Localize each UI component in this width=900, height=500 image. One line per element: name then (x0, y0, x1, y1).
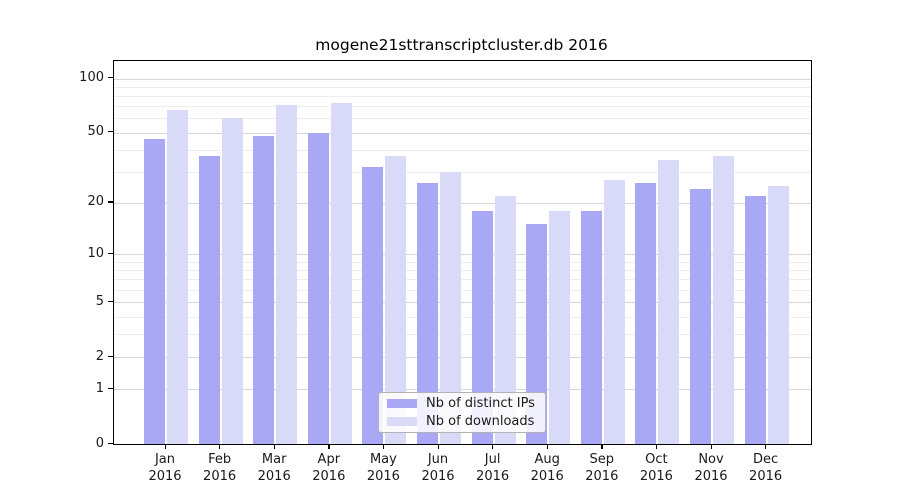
y-tick-mark-20 (108, 201, 113, 203)
bar-distinct-ips-feb (198, 155, 220, 444)
gridline-minor-4 (114, 316, 811, 318)
bar-distinct-ips-jun (417, 183, 438, 444)
chart-title: mogene21sttranscriptcluster.db 2016 (315, 36, 608, 54)
bar-downloads-aug (549, 210, 571, 444)
y-tick-mark-0 (108, 442, 113, 444)
x-tick-label-apr: Apr 2016 (312, 452, 346, 484)
x-tick-mark-jun (437, 444, 439, 449)
bar-downloads-apr (330, 103, 352, 444)
gridline-major-100 (114, 78, 811, 80)
bar-distinct-ips-mar (253, 135, 275, 444)
x-tick-mark-dec (765, 444, 767, 449)
x-tick-label-jun: Jun 2016 (421, 452, 455, 484)
gridline-minor-9 (114, 261, 811, 263)
y-tick-label-50: 50 (87, 124, 104, 140)
y-tick-label-20: 20 (87, 194, 104, 210)
bar-downloads-mar (276, 105, 298, 444)
x-tick-label-nov: Nov 2016 (694, 452, 728, 484)
gridline-minor-30 (114, 172, 811, 174)
x-tick-label-jan: Jan 2016 (148, 452, 182, 484)
y-tick-mark-2 (108, 355, 113, 357)
gridline-minor-60 (114, 118, 811, 120)
bar-distinct-ips-sep (580, 210, 602, 444)
bar-downloads-nov (713, 155, 734, 444)
gridline-major-20 (114, 202, 811, 204)
bar-downloads-jul (494, 195, 516, 444)
x-tick-mark-may (382, 444, 385, 449)
y-tick-label-1: 1 (95, 380, 104, 396)
gridline-minor-6 (114, 289, 811, 291)
bar-downloads-may (385, 155, 407, 444)
bar-distinct-ips-apr (307, 132, 329, 444)
x-tick-label-oct: Oct 2016 (639, 452, 673, 484)
gridline-major-5 (114, 302, 811, 304)
gridline-major-50 (114, 132, 811, 134)
y-tick-label-0: 0 (95, 435, 104, 451)
bar-downloads-jan (167, 109, 188, 444)
y-tick-label-100: 100 (79, 70, 104, 85)
legend-swatch-downloads (387, 417, 417, 426)
bar-distinct-ips-nov (690, 189, 711, 444)
y-tick-mark-100 (108, 77, 113, 79)
y-tick-label-10: 10 (87, 245, 104, 261)
gridline-minor-80 (114, 96, 811, 97)
legend-item-distinct-ips: Nb of distinct IPs (379, 396, 545, 411)
bar-downloads-feb (221, 118, 243, 444)
bar-distinct-ips-jan (144, 139, 165, 444)
x-tick-mark-feb (219, 444, 221, 449)
gridline-minor-3 (114, 334, 811, 336)
gridline-major-10 (114, 254, 811, 256)
x-tick-label-dec: Dec 2016 (749, 452, 783, 484)
x-tick-mark-jul (492, 444, 494, 449)
x-tick-mark-sep (601, 444, 603, 449)
y-tick-mark-50 (108, 131, 113, 133)
bar-distinct-ips-may (362, 167, 384, 444)
x-tick-label-feb: Feb 2016 (203, 452, 237, 484)
legend-item-downloads: Nb of downloads (379, 414, 545, 429)
y-tick-mark-1 (108, 387, 113, 389)
gridline-major-1 (114, 389, 811, 391)
y-tick-mark-5 (108, 300, 113, 302)
gridline-minor-7 (114, 279, 811, 281)
bar-downloads-dec (767, 186, 789, 444)
y-tick-label-5: 5 (95, 293, 104, 309)
x-tick-mark-apr (328, 444, 330, 449)
bar-downloads-jun (440, 172, 461, 444)
gridline-minor-40 (114, 149, 811, 151)
bar-distinct-ips-oct (635, 183, 657, 444)
legend: Nb of distinct IPs Nb of downloads (378, 392, 546, 433)
y-tick-mark-10 (108, 252, 113, 254)
x-tick-mark-aug (546, 444, 548, 449)
bar-distinct-ips-aug (526, 224, 548, 444)
bar-distinct-ips-jul (471, 210, 493, 444)
x-tick-label-may: May 2016 (366, 452, 400, 484)
bar-downloads-sep (603, 180, 625, 444)
bar-downloads-oct (658, 160, 680, 444)
x-tick-mark-nov (710, 444, 712, 449)
x-tick-mark-jan (164, 444, 166, 449)
plot-area: Nb of distinct IPs Nb of downloads (113, 60, 812, 445)
x-tick-mark-mar (273, 444, 275, 449)
gridline-minor-8 (114, 270, 811, 271)
x-tick-label-sep: Sep 2016 (585, 452, 619, 484)
legend-label-distinct-ips: Nb of distinct IPs (426, 396, 535, 411)
x-tick-mark-oct (655, 444, 658, 449)
y-tick-label-2: 2 (95, 348, 104, 364)
legend-swatch-distinct-ips (387, 399, 417, 408)
legend-label-downloads: Nb of downloads (426, 414, 535, 429)
gridline-minor-70 (114, 106, 811, 108)
x-tick-label-mar: Mar 2016 (257, 452, 291, 484)
x-tick-label-jul: Jul 2016 (476, 452, 510, 484)
gridline-minor-90 (114, 86, 811, 88)
x-tick-label-aug: Aug 2016 (530, 452, 564, 484)
gridline-major-2 (114, 357, 811, 358)
bar-distinct-ips-dec (744, 195, 766, 444)
